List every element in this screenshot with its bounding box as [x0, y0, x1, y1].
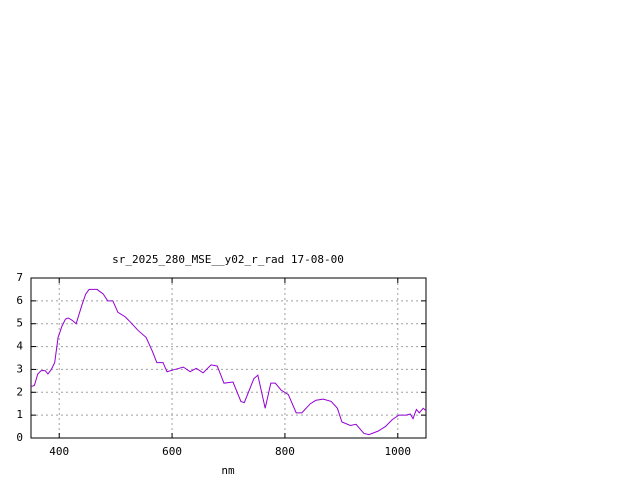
chart-title: sr_2025_280_MSE__y02_r_rad 17-08-00: [112, 253, 344, 266]
y-tick-label: 4: [16, 340, 23, 353]
y-tick-label: 2: [16, 385, 23, 398]
x-axis-label: nm: [221, 464, 235, 477]
y-tick-label: 7: [16, 271, 23, 284]
x-tick-label: 600: [162, 445, 182, 458]
x-tick-label: 800: [275, 445, 295, 458]
y-tick-label: 1: [16, 408, 23, 421]
x-tick-label: 400: [49, 445, 69, 458]
y-tick-label: 3: [16, 362, 23, 375]
y-tick-label: 0: [16, 431, 23, 444]
plot-frame: [30, 277, 427, 439]
data-line: [30, 288, 427, 436]
y-tick-label: 6: [16, 294, 23, 307]
y-tick-label: 5: [16, 317, 23, 330]
x-tick-label: 1000: [385, 445, 412, 458]
